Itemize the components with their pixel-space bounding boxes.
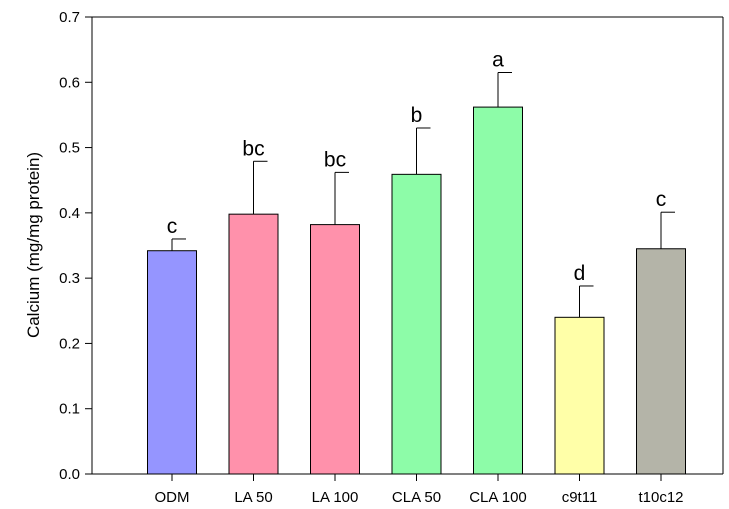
x-tick-label: c9t11 xyxy=(562,489,598,506)
y-tick-label: 0.0 xyxy=(59,466,80,483)
y-tick-label: 0.7 xyxy=(59,9,80,26)
x-ticks-layer: ODM LA 50 LA 100 CLA 50 CLA 100 c9t11 t10c12 xyxy=(155,474,684,506)
x-tick-label: CLA 50 xyxy=(392,489,441,506)
significance-label: c xyxy=(167,215,178,238)
y-ticks-layer: 0.0 0.1 0.2 0.3 0.4 0.5 0.6 0.7 xyxy=(59,9,92,483)
bars-layer xyxy=(147,106,686,475)
y-tick-label: 0.2 xyxy=(59,335,80,352)
y-tick-label: 0.4 xyxy=(59,205,80,222)
significance-labels-layer: c bc bc b a d c xyxy=(167,48,667,284)
bar xyxy=(554,316,605,475)
y-tick-label: 0.5 xyxy=(59,140,80,157)
significance-label: a xyxy=(492,48,504,71)
axes-layer xyxy=(91,16,724,475)
bar xyxy=(636,248,686,475)
bar xyxy=(147,250,197,475)
x-tick-label: ODM xyxy=(155,489,190,506)
bar xyxy=(473,106,523,475)
significance-label: c xyxy=(656,188,667,211)
y-tick-label: 0.1 xyxy=(59,401,80,418)
bar xyxy=(228,213,279,475)
significance-label: b xyxy=(411,104,423,127)
significance-label: bc xyxy=(324,148,346,171)
x-tick-label: CLA 100 xyxy=(469,489,527,506)
significance-label: bc xyxy=(242,137,264,160)
bar xyxy=(391,173,442,475)
x-tick-label: LA 50 xyxy=(234,489,272,506)
y-tick-label: 0.3 xyxy=(59,270,80,287)
y-tick-label: 0.6 xyxy=(59,74,80,91)
x-tick-label: t10c12 xyxy=(638,489,683,506)
significance-label: d xyxy=(574,262,586,285)
x-tick-label: LA 100 xyxy=(312,489,359,506)
error-bars-layer xyxy=(171,71,675,318)
y-axis-title: Calcium (mg/mg protein) xyxy=(24,152,43,338)
bar xyxy=(310,224,360,475)
